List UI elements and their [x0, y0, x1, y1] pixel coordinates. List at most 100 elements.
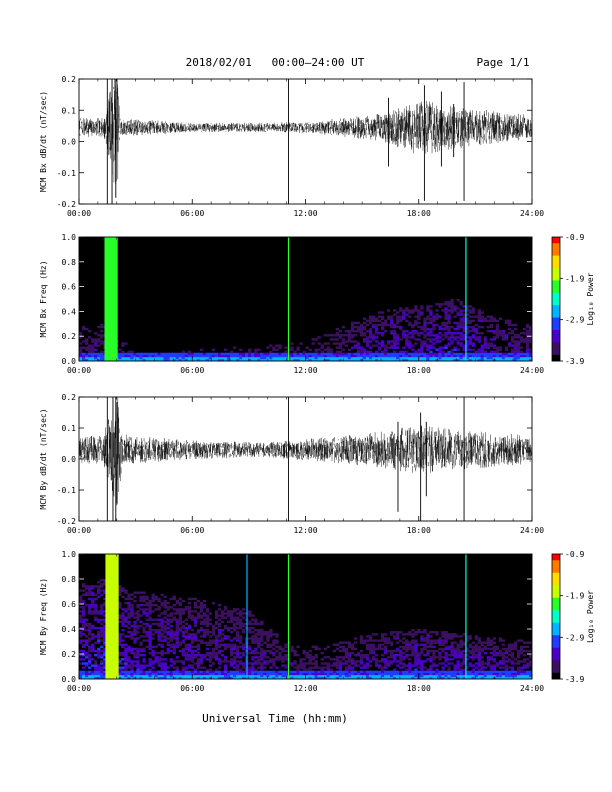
spectrogram-cell: [441, 346, 445, 349]
spectrogram-cell: [441, 356, 445, 360]
spectrogram-cell: [368, 639, 373, 642]
spectrogram-cell: [169, 660, 173, 663]
spectrogram-cell: [133, 651, 137, 655]
spectrogram-cell: [516, 666, 521, 669]
spectrogram-cell: [254, 637, 258, 640]
spectrogram-cell: [501, 639, 506, 642]
spectrogram-cell: [130, 604, 134, 607]
spectrogram-cell: [405, 656, 409, 659]
spectrogram-cell: [91, 658, 95, 661]
spectrogram-cell: [118, 356, 122, 360]
spectrogram-cell: [254, 672, 258, 676]
spectrogram-cell: [435, 631, 439, 634]
spectrogram-cell: [142, 622, 146, 626]
spectrogram-cell: [139, 597, 143, 601]
spectrogram-cell: [432, 639, 436, 642]
spectrogram-cell: [317, 336, 321, 339]
spectrogram-cell: [471, 356, 475, 360]
spectrogram-cell: [272, 346, 276, 349]
spectrogram-cell: [293, 670, 297, 674]
spectrogram-cell: [166, 614, 170, 617]
spectrogram-cell: [444, 651, 448, 655]
spectrogram-cell: [423, 336, 427, 339]
spectrogram-cell: [402, 651, 406, 655]
spectrogram-cell: [522, 660, 527, 663]
spectrogram-cell: [136, 662, 140, 665]
spectrogram-cell: [465, 356, 469, 360]
spectrogram-cell: [477, 649, 481, 653]
spectrogram-cell: [338, 649, 343, 653]
colorbar-step: [552, 579, 560, 583]
spectrogram-cell: [284, 649, 288, 653]
spectrogram-cell: [320, 670, 324, 674]
spectrogram-cell: [187, 666, 192, 669]
spectrogram-cell: [187, 612, 192, 615]
spectrogram-cell: [257, 662, 261, 665]
spectrogram-cell: [202, 666, 207, 669]
spectrogram-cell: [368, 315, 373, 318]
spectrogram-cell: [139, 635, 143, 638]
spectrogram-cell: [468, 336, 472, 339]
spectrogram-cell: [519, 358, 524, 362]
spectrogram-cell: [199, 358, 204, 362]
spectrogram-cell: [435, 664, 439, 667]
spectrogram-cell: [121, 354, 125, 358]
spectrogram-cell: [293, 674, 297, 678]
spectrogram-cell: [444, 321, 448, 325]
spectrogram-cell: [377, 332, 382, 335]
spectrogram-cell: [260, 647, 264, 651]
spectrogram-cell: [88, 356, 92, 360]
spectrogram-cell: [420, 313, 424, 316]
spectrogram-cell: [103, 641, 107, 644]
spectrogram-cell: [414, 332, 418, 335]
spectrogram-cell: [172, 618, 176, 621]
spectrogram-cell: [121, 589, 125, 592]
spectrogram-cell: [477, 672, 481, 676]
spectrogram-cell: [390, 332, 394, 335]
spectrogram-cell: [160, 643, 164, 646]
spectrogram-cell: [94, 672, 98, 676]
spectrogram-cell: [483, 336, 487, 339]
spectrogram-cell: [347, 676, 352, 680]
spectrogram-cell: [124, 643, 128, 646]
spectrogram-cell: [329, 348, 333, 351]
spectrogram-cell: [175, 633, 179, 636]
spectrogram-cell: [148, 606, 152, 609]
spectrogram-cell: [100, 583, 104, 586]
spectrogram-cell: [447, 670, 451, 674]
spectrogram-cell: [230, 662, 234, 665]
spectrogram-cell: [230, 658, 234, 661]
spectrogram-cell: [88, 676, 92, 680]
spectrogram-cell: [223, 664, 228, 667]
spectrogram-cell: [441, 334, 445, 337]
spectrogram-cell: [296, 348, 300, 351]
spectrogram-cell: [187, 606, 192, 609]
spectrogram-cell: [142, 674, 146, 678]
spectrogram-cell: [260, 658, 264, 661]
colorbar-step: [552, 357, 560, 362]
spectrogram-cell: [353, 325, 358, 329]
spectrogram-cell: [157, 672, 161, 676]
colorbar-step: [552, 308, 560, 312]
spectrogram-cell: [82, 624, 86, 628]
spectrogram-cell: [507, 666, 512, 669]
spectrogram-cell: [441, 668, 445, 671]
spectrogram-cell: [447, 676, 451, 680]
spectrogram-cell: [269, 645, 273, 649]
spectrogram-cell: [211, 352, 216, 356]
spectrogram-cell: [148, 660, 152, 663]
spectrogram-cell: [465, 352, 469, 356]
spectrogram-cell: [426, 317, 430, 320]
spectrogram-cell: [272, 664, 276, 667]
spectrogram-cell: [211, 356, 216, 360]
spectrogram-cell: [133, 654, 137, 657]
spectrogram-cell: [187, 626, 192, 630]
colorbar-tick-label: -0.9: [565, 233, 584, 242]
spectrogram-cell: [393, 637, 397, 640]
spectrogram-cell: [456, 645, 460, 649]
spectrogram-cell: [196, 658, 201, 661]
spectrogram-cell: [278, 645, 282, 649]
spectrogram-cell: [160, 604, 164, 607]
spectrogram-cell: [103, 666, 107, 669]
spectrogram-cell: [353, 334, 358, 337]
